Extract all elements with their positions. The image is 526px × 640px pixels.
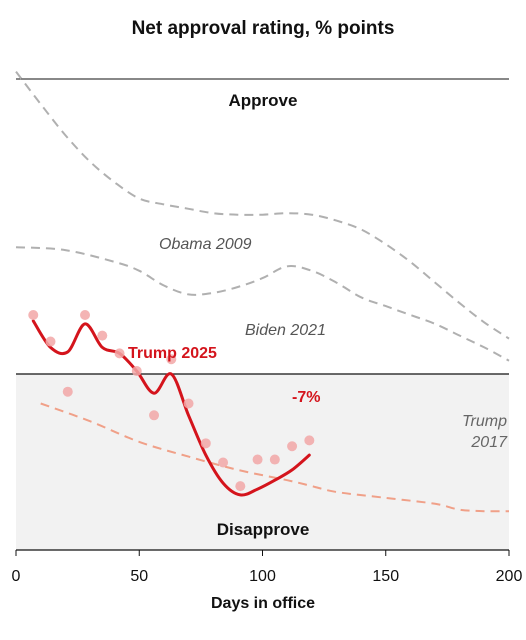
poll-dot	[252, 454, 263, 465]
poll-dot	[166, 354, 177, 365]
poll-dot	[149, 410, 160, 421]
series-label-obama-2009: Obama 2009	[159, 236, 252, 253]
chart-title: Net approval rating, % points	[132, 18, 395, 39]
series-trump-2017-line	[40, 402, 510, 513]
series-label-trump-2025: Trump 2025	[128, 345, 217, 362]
poll-dot	[28, 310, 39, 320]
poll-dot	[218, 457, 229, 468]
x-axis-label: Days in office	[211, 595, 315, 612]
series-label-trump-2017-line: Trump	[462, 413, 507, 430]
poll-dot	[304, 435, 315, 446]
poll-dot	[80, 310, 91, 320]
series-label-trump-2017-line: 2017	[470, 434, 508, 451]
series-trump-2025-line	[31, 319, 311, 497]
x-tick-label: 100	[249, 568, 276, 585]
x-tick-label: 50	[130, 568, 148, 585]
negative-zone-background	[16, 374, 509, 550]
x-tick-label: 200	[496, 568, 523, 585]
poll-dot	[97, 330, 108, 341]
disapprove-zone-label: Disapprove	[217, 520, 310, 539]
poll-dot	[183, 398, 194, 409]
poll-dot	[287, 441, 298, 452]
end-value-label: -7%	[292, 389, 320, 406]
x-tick-label: 150	[372, 568, 399, 585]
x-tick-label: 0	[12, 568, 21, 585]
poll-dot	[62, 386, 73, 397]
poll-dot	[45, 336, 56, 347]
poll-dot	[114, 348, 125, 359]
series-biden-2021-line	[15, 246, 510, 362]
poll-dot	[269, 454, 280, 465]
poll-dot	[131, 366, 142, 377]
series-obama-2009-line	[15, 70, 510, 340]
poll-dot	[235, 481, 246, 492]
series-label-trump-2017: Trump 2017	[462, 413, 508, 451]
poll-dot	[200, 438, 211, 449]
plot-area: 0 50 100 150 200	[12, 70, 523, 585]
approve-zone-label: Approve	[229, 91, 298, 110]
series-label-biden-2021: Biden 2021	[245, 322, 326, 339]
